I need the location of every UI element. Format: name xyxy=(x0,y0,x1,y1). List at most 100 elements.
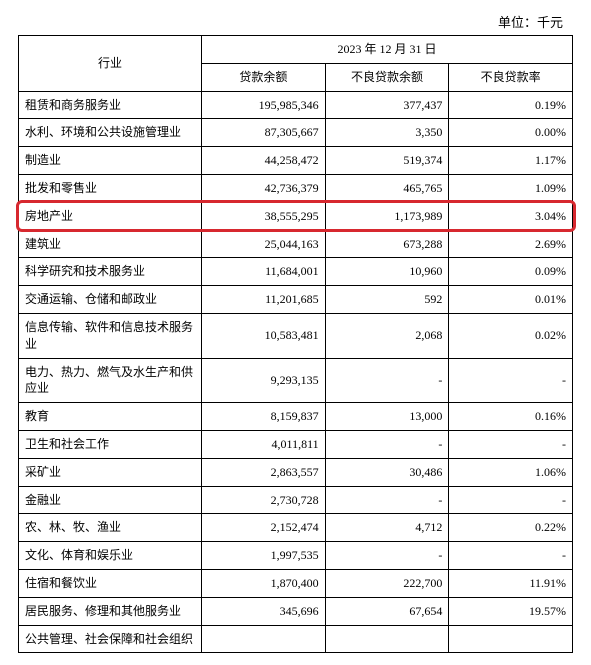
cell-npl-balance xyxy=(325,625,449,653)
cell-npl-ratio: 0.16% xyxy=(449,403,573,431)
cell-npl-balance: 519,374 xyxy=(325,147,449,175)
col-npl-balance: 不良贷款余额 xyxy=(325,63,449,91)
cell-loan-balance: 1,997,535 xyxy=(202,542,326,570)
cell-npl-ratio: 0.00% xyxy=(449,119,573,147)
cell-industry: 住宿和餐饮业 xyxy=(19,569,202,597)
table-row: 采矿业2,863,55730,4861.06% xyxy=(19,458,573,486)
cell-industry: 制造业 xyxy=(19,147,202,175)
cell-loan-balance: 11,684,001 xyxy=(202,258,326,286)
cell-loan-balance: 195,985,346 xyxy=(202,91,326,119)
cell-npl-ratio: 11.91% xyxy=(449,569,573,597)
cell-npl-ratio: 0.02% xyxy=(449,313,573,358)
loan-industry-table: 行业 2023 年 12 月 31 日 贷款余额 不良贷款余额 不良贷款率 租赁… xyxy=(18,35,573,653)
col-loan-balance: 贷款余额 xyxy=(202,63,326,91)
cell-npl-ratio: 3.04% xyxy=(449,202,573,230)
table-row: 交通运输、仓储和邮政业11,201,6855920.01% xyxy=(19,286,573,314)
cell-npl-ratio: 1.09% xyxy=(449,174,573,202)
table-row: 电力、热力、燃气及水生产和供应业9,293,135-- xyxy=(19,358,573,403)
cell-loan-balance: 11,201,685 xyxy=(202,286,326,314)
table-row: 制造业44,258,472519,3741.17% xyxy=(19,147,573,175)
table-row: 信息传输、软件和信息技术服务业10,583,4812,0680.02% xyxy=(19,313,573,358)
cell-npl-ratio: 0.22% xyxy=(449,514,573,542)
table-row: 租赁和商务服务业195,985,346377,4370.19% xyxy=(19,91,573,119)
cell-npl-ratio: 1.17% xyxy=(449,147,573,175)
cell-loan-balance: 87,305,667 xyxy=(202,119,326,147)
table-row: 金融业2,730,728-- xyxy=(19,486,573,514)
table-row: 科学研究和技术服务业11,684,00110,9600.09% xyxy=(19,258,573,286)
cell-loan-balance: 1,870,400 xyxy=(202,569,326,597)
cell-loan-balance: 2,863,557 xyxy=(202,458,326,486)
table-wrap: 行业 2023 年 12 月 31 日 贷款余额 不良贷款余额 不良贷款率 租赁… xyxy=(18,35,573,653)
table-row: 居民服务、修理和其他服务业345,69667,65419.57% xyxy=(19,597,573,625)
cell-industry: 农、林、牧、渔业 xyxy=(19,514,202,542)
cell-npl-ratio: 2.69% xyxy=(449,230,573,258)
cell-industry: 科学研究和技术服务业 xyxy=(19,258,202,286)
cell-industry: 交通运输、仓储和邮政业 xyxy=(19,286,202,314)
cell-loan-balance: 2,152,474 xyxy=(202,514,326,542)
cell-industry: 文化、体育和娱乐业 xyxy=(19,542,202,570)
cell-loan-balance: 10,583,481 xyxy=(202,313,326,358)
cell-industry: 水利、环境和公共设施管理业 xyxy=(19,119,202,147)
cell-loan-balance: 38,555,295 xyxy=(202,202,326,230)
cell-npl-ratio: - xyxy=(449,430,573,458)
cell-npl-balance: 4,712 xyxy=(325,514,449,542)
table-row: 卫生和社会工作4,011,811-- xyxy=(19,430,573,458)
cell-npl-balance: 2,068 xyxy=(325,313,449,358)
cell-npl-ratio: 1.06% xyxy=(449,458,573,486)
cell-industry: 金融业 xyxy=(19,486,202,514)
table-row: 文化、体育和娱乐业1,997,535-- xyxy=(19,542,573,570)
cell-loan-balance: 9,293,135 xyxy=(202,358,326,403)
cell-npl-ratio: 0.01% xyxy=(449,286,573,314)
cell-npl-balance: 377,437 xyxy=(325,91,449,119)
cell-npl-balance: 13,000 xyxy=(325,403,449,431)
col-date: 2023 年 12 月 31 日 xyxy=(202,36,573,64)
cell-npl-balance: 3,350 xyxy=(325,119,449,147)
cell-npl-balance: - xyxy=(325,542,449,570)
cell-industry: 信息传输、软件和信息技术服务业 xyxy=(19,313,202,358)
cell-loan-balance: 8,159,837 xyxy=(202,403,326,431)
table-row: 农、林、牧、渔业2,152,4744,7120.22% xyxy=(19,514,573,542)
cell-loan-balance: 42,736,379 xyxy=(202,174,326,202)
cell-loan-balance: 345,696 xyxy=(202,597,326,625)
cell-npl-balance: 30,486 xyxy=(325,458,449,486)
cell-npl-balance: 10,960 xyxy=(325,258,449,286)
cell-npl-ratio xyxy=(449,625,573,653)
cell-npl-balance: 465,765 xyxy=(325,174,449,202)
table-row: 水利、环境和公共设施管理业87,305,6673,3500.00% xyxy=(19,119,573,147)
table-row: 批发和零售业42,736,379465,7651.09% xyxy=(19,174,573,202)
unit-label: 单位：千元 xyxy=(18,12,573,31)
cell-industry: 租赁和商务服务业 xyxy=(19,91,202,119)
cell-industry: 电力、热力、燃气及水生产和供应业 xyxy=(19,358,202,403)
cell-npl-ratio: - xyxy=(449,486,573,514)
cell-industry: 房地产业 xyxy=(19,202,202,230)
table-row: 公共管理、社会保障和社会组织 xyxy=(19,625,573,653)
cell-loan-balance xyxy=(202,625,326,653)
cell-npl-ratio: 0.19% xyxy=(449,91,573,119)
cell-industry: 居民服务、修理和其他服务业 xyxy=(19,597,202,625)
cell-npl-balance: 673,288 xyxy=(325,230,449,258)
cell-npl-ratio: - xyxy=(449,358,573,403)
cell-loan-balance: 4,011,811 xyxy=(202,430,326,458)
table-row: 住宿和餐饮业1,870,400222,70011.91% xyxy=(19,569,573,597)
cell-loan-balance: 25,044,163 xyxy=(202,230,326,258)
cell-npl-balance: - xyxy=(325,486,449,514)
col-industry: 行业 xyxy=(19,36,202,92)
cell-industry: 采矿业 xyxy=(19,458,202,486)
table-head: 行业 2023 年 12 月 31 日 贷款余额 不良贷款余额 不良贷款率 xyxy=(19,36,573,92)
table-body: 租赁和商务服务业195,985,346377,4370.19%水利、环境和公共设… xyxy=(19,91,573,653)
cell-loan-balance: 44,258,472 xyxy=(202,147,326,175)
cell-npl-balance: - xyxy=(325,430,449,458)
cell-npl-ratio: 19.57% xyxy=(449,597,573,625)
cell-npl-balance: 67,654 xyxy=(325,597,449,625)
cell-loan-balance: 2,730,728 xyxy=(202,486,326,514)
cell-npl-balance: - xyxy=(325,358,449,403)
cell-industry: 卫生和社会工作 xyxy=(19,430,202,458)
cell-industry: 批发和零售业 xyxy=(19,174,202,202)
cell-npl-balance: 222,700 xyxy=(325,569,449,597)
cell-npl-balance: 1,173,989 xyxy=(325,202,449,230)
cell-npl-ratio: - xyxy=(449,542,573,570)
table-row: 建筑业25,044,163673,2882.69% xyxy=(19,230,573,258)
table-row: 教育8,159,83713,0000.16% xyxy=(19,403,573,431)
cell-npl-balance: 592 xyxy=(325,286,449,314)
col-npl-ratio: 不良贷款率 xyxy=(449,63,573,91)
